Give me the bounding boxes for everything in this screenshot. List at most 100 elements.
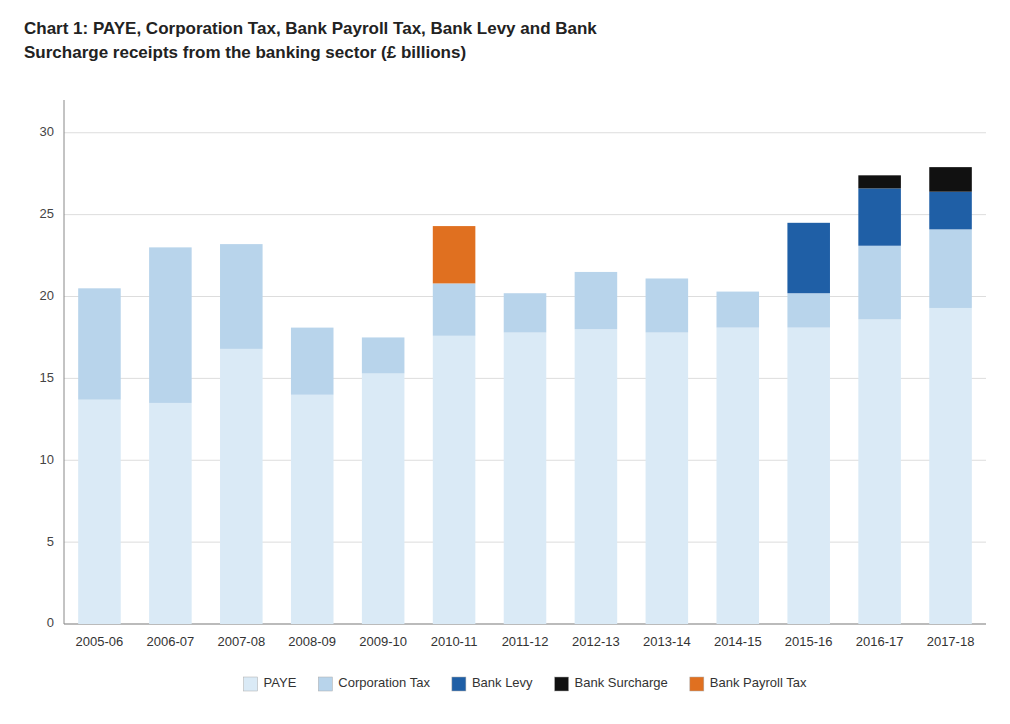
bar-segment [504, 293, 547, 332]
series [787, 188, 971, 293]
bar-segment [149, 247, 192, 248]
x-tick-label: 2016-17 [856, 634, 904, 649]
y-axis-line [64, 100, 65, 624]
bar-segment [787, 222, 830, 223]
x-tick-label: 2017-18 [927, 634, 975, 649]
bar-segment [858, 188, 901, 245]
bar-segment [716, 291, 759, 292]
bar-segment [575, 271, 618, 272]
legend-item: Corporation Tax [318, 675, 430, 691]
bar-segment [575, 329, 618, 624]
bar-segment [929, 167, 972, 168]
bar-segment [433, 336, 476, 624]
bar-segment [646, 333, 689, 624]
bar-segment [929, 192, 972, 230]
bar-segment [858, 246, 901, 320]
bar-segment [504, 293, 547, 294]
series [858, 167, 971, 192]
x-tick-label: 2013-14 [643, 634, 691, 649]
bar-segment [362, 337, 405, 373]
bar-segment [220, 244, 263, 245]
bar-segment [716, 291, 759, 292]
y-tick-label: 15 [40, 370, 54, 385]
x-tick-label: 2014-15 [714, 634, 762, 649]
series [433, 226, 476, 283]
x-tick-label: 2010-11 [431, 634, 478, 649]
grid [64, 133, 986, 624]
legend-swatch [318, 677, 332, 691]
bar-segment [220, 244, 263, 349]
x-tick-label: 2005-06 [76, 634, 124, 649]
bar-segment [362, 373, 405, 624]
series [78, 229, 972, 403]
bar-segment [787, 222, 830, 223]
x-tick-label: 2006-07 [147, 634, 195, 649]
bar-segment [78, 288, 121, 289]
bar-segment [858, 175, 901, 176]
bar-segment [220, 244, 263, 245]
y-tick-label: 30 [40, 124, 54, 139]
x-tick-label: 2007-08 [217, 634, 265, 649]
bar-segment [78, 400, 121, 624]
chart: Chart 1: PAYE, Corporation Tax, Bank Pay… [0, 0, 1010, 724]
bar-segment [929, 167, 972, 192]
bar-segment [291, 328, 334, 395]
bar-segment [504, 333, 547, 624]
bar-segment [646, 278, 689, 279]
bar-segment [78, 288, 121, 399]
bar-segment [929, 229, 972, 308]
bar-segment [362, 337, 405, 338]
bar-segment [433, 226, 476, 283]
bar-segment [78, 288, 121, 289]
bar-segment [220, 349, 263, 624]
bar-segment [646, 278, 689, 279]
bar-segment [858, 175, 901, 188]
legend-item: Bank Levy [452, 675, 533, 691]
bar-segment [362, 337, 405, 338]
bar-segment [504, 293, 547, 294]
bar-segment [575, 272, 618, 329]
y-tick-label: 25 [40, 206, 54, 221]
legend-swatch [452, 677, 466, 691]
x-tick-label: 2008-09 [288, 634, 336, 649]
legend-swatch [244, 677, 258, 691]
y-tick-label: 5 [47, 534, 54, 549]
bar-segment [291, 327, 334, 328]
bar-segment [716, 291, 759, 292]
bar-segment [433, 283, 476, 335]
bar-segment [787, 223, 830, 293]
bar-segment [575, 271, 618, 272]
bar-segment [787, 328, 830, 624]
x-tick-label: 2012-13 [572, 634, 620, 649]
bar-segment [149, 247, 192, 248]
bar-segment [504, 293, 547, 294]
legend-item: Bank Payroll Tax [690, 675, 807, 691]
grid-line [64, 214, 986, 215]
legend-label: Corporation Tax [338, 675, 430, 690]
bars [78, 167, 972, 624]
title-line: Chart 1: PAYE, Corporation Tax, Bank Pay… [24, 19, 597, 38]
legend-label: PAYE [264, 675, 297, 690]
y-tick-label: 10 [40, 452, 54, 467]
y-tick-label: 0 [47, 615, 54, 630]
legend-label: Bank Levy [472, 675, 533, 690]
bar-segment [149, 403, 192, 624]
bar-segment [716, 292, 759, 328]
title: Chart 1: PAYE, Corporation Tax, Bank Pay… [24, 19, 597, 62]
bar-segment [929, 308, 972, 624]
legend-swatch [690, 677, 704, 691]
bar-segment [646, 278, 689, 279]
legend-label: Bank Payroll Tax [710, 675, 807, 690]
bar-segment [149, 247, 192, 403]
bar-segment [716, 328, 759, 624]
grid-line [64, 132, 986, 133]
bar-segment [78, 288, 121, 289]
bar-segment [787, 293, 830, 327]
bar-segment [291, 327, 334, 328]
x-tick-label: 2011-12 [502, 634, 549, 649]
y-tick-label: 20 [40, 288, 54, 303]
bar-segment [291, 327, 334, 328]
x-tick-label: 2015-16 [785, 634, 833, 649]
legend-label: Bank Surcharge [575, 675, 668, 690]
bar-segment [575, 271, 618, 272]
